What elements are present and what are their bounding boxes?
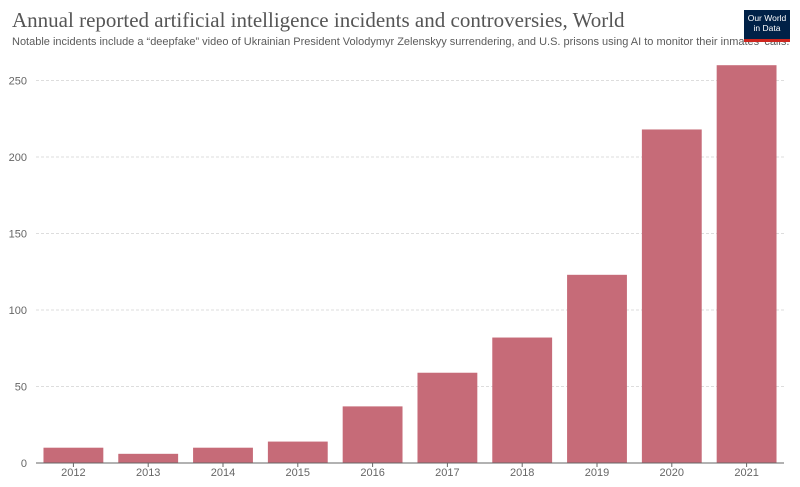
bar-2014[interactable] bbox=[193, 447, 253, 463]
logo-line-2: in Data bbox=[753, 23, 781, 33]
x-tick-label: 2013 bbox=[136, 467, 160, 479]
x-tick-label: 2020 bbox=[660, 467, 684, 479]
x-tick-label: 2019 bbox=[585, 467, 609, 479]
bar-2015[interactable] bbox=[267, 441, 328, 463]
bar-2020[interactable] bbox=[641, 129, 702, 464]
bars bbox=[43, 65, 777, 464]
logo-line-1: Our World bbox=[747, 13, 787, 23]
owid-logo[interactable]: Our World in Data bbox=[744, 10, 790, 42]
bar-2018[interactable] bbox=[492, 337, 553, 463]
bar-2016[interactable] bbox=[342, 406, 403, 463]
chart-title: Annual reported artificial intelligence … bbox=[12, 8, 625, 32]
x-tick-label: 2018 bbox=[510, 467, 534, 479]
y-tick-label: 50 bbox=[15, 382, 27, 394]
x-tick-label: 2015 bbox=[286, 467, 310, 479]
bar-2012[interactable] bbox=[43, 447, 104, 463]
y-tick-label: 200 bbox=[9, 152, 27, 164]
x-tick-label: 2017 bbox=[435, 467, 459, 479]
y-tick-label: 100 bbox=[9, 305, 27, 317]
bar-2021[interactable] bbox=[716, 65, 777, 463]
x-tick-label: 2021 bbox=[734, 467, 758, 479]
chart-subtitle: Notable incidents include a “deepfake” v… bbox=[12, 36, 790, 48]
bar-2017[interactable] bbox=[417, 372, 478, 463]
bar-2013[interactable] bbox=[118, 453, 179, 463]
bar-2019[interactable] bbox=[567, 274, 627, 463]
y-tick-label: 150 bbox=[9, 229, 27, 241]
y-tick-label: 250 bbox=[9, 76, 27, 88]
x-tick-label: 2012 bbox=[61, 467, 85, 479]
x-tick-label: 2014 bbox=[211, 467, 235, 479]
x-axis: 2012 2013 2014 2015 2016 2017 2018 2019 2020 2021 bbox=[36, 462, 784, 479]
y-tick-label: 0 bbox=[21, 458, 27, 470]
y-axis-ticks: 0 50 100 150 200 250 bbox=[9, 76, 27, 470]
x-tick-label: 2016 bbox=[360, 467, 384, 479]
